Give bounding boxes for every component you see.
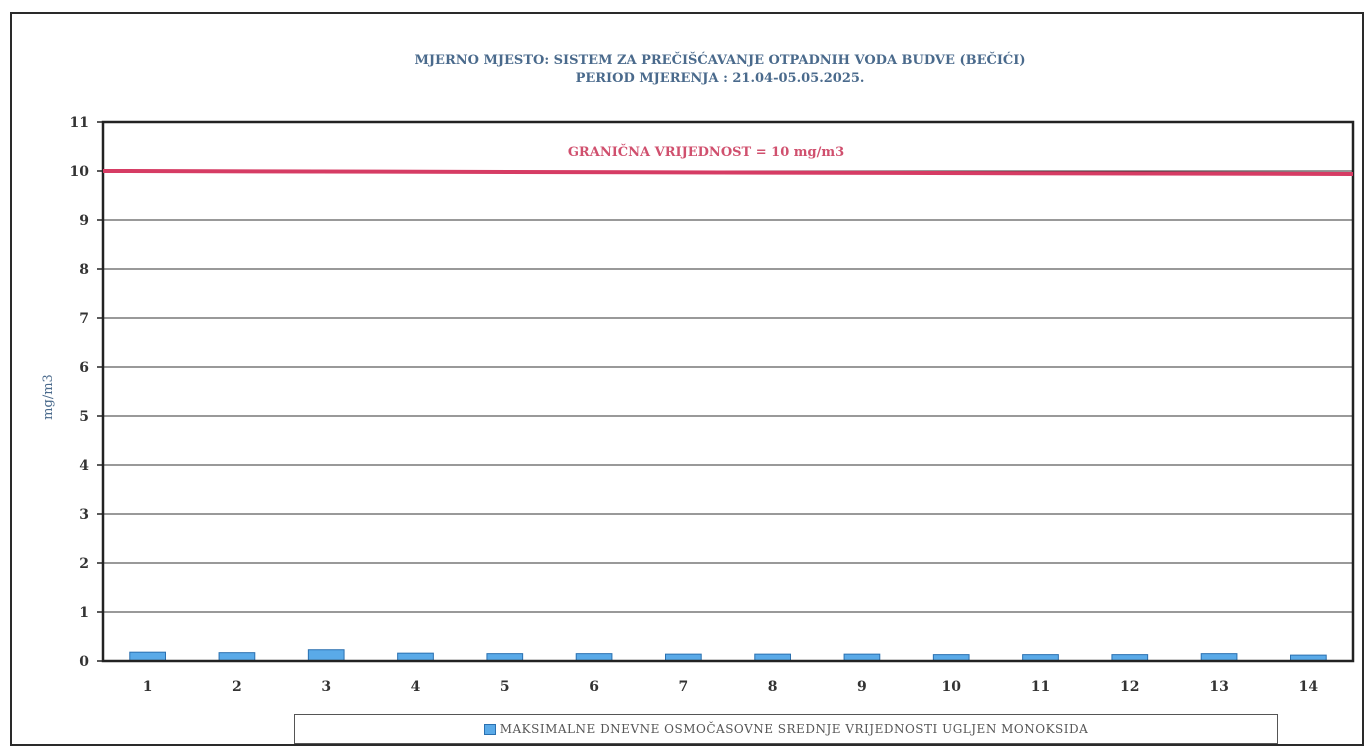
y-tick-labels: 0 1 2 3 4 5 6 7 8 9 10 11	[70, 115, 103, 670]
x-tick-label: 2	[232, 679, 242, 695]
x-tick-label: 3	[321, 679, 331, 695]
x-tick-label: 5	[500, 679, 510, 695]
x-tick-labels: 1 2 3 4 5 6 7 8 9 10 11 12 13 14	[143, 679, 1319, 695]
y-tick-label: 10	[70, 164, 90, 180]
plot-area-border	[101, 120, 1355, 663]
y-tick-label: 6	[79, 360, 89, 376]
chart-frame	[10, 12, 1364, 746]
chart-title: MJERNO MJESTO: SISTEM ZA PREČIŠĆAVANJE O…	[415, 51, 1026, 68]
y-tick-label: 8	[79, 262, 89, 278]
bar-3	[307, 649, 345, 662]
x-tick-label: 9	[857, 679, 867, 695]
x-tick-label: 4	[411, 679, 421, 695]
x-tick-label: 7	[678, 679, 688, 695]
bar-1	[129, 651, 167, 662]
legend-swatch	[483, 723, 496, 735]
legend: MAKSIMALNE DNEVNE OSMOČASOVNE SREDNJE VR…	[294, 714, 1278, 744]
x-tick-label: 1	[143, 679, 153, 695]
y-tick-label: 1	[79, 605, 89, 621]
bar-layer	[129, 649, 1327, 662]
limit-line	[102, 169, 1354, 176]
chart-subtitle: PERIOD MJERENJA : 21.04-05.05.2025.	[576, 71, 865, 86]
legend-label: MAKSIMALNE DNEVNE OSMOČASOVNE SREDNJE VR…	[499, 722, 1089, 736]
y-tick-label: 7	[79, 311, 89, 327]
x-tick-label: 14	[1299, 679, 1319, 695]
y-tick-label: 2	[79, 556, 89, 572]
grid-layer	[103, 170, 1353, 613]
x-tick-label: 13	[1209, 679, 1228, 695]
x-tick-label: 12	[1120, 679, 1139, 695]
x-tick-label: 11	[1031, 679, 1050, 695]
y-tick-label: 5	[79, 409, 89, 425]
x-tick-label: 10	[941, 679, 961, 695]
x-tick-label: 8	[768, 679, 778, 695]
y-tick-label: 11	[70, 115, 89, 131]
y-tick-label: 3	[79, 507, 89, 523]
y-tick-label: 0	[79, 654, 89, 670]
y-tick-label: 9	[79, 213, 89, 229]
y-tick-label: 4	[79, 458, 89, 474]
x-tick-label: 6	[589, 679, 599, 695]
limit-line-label: GRANIČNA VRIJEDNOST = 10 mg/m3	[568, 143, 844, 160]
y-axis-label: mg/m3	[41, 374, 56, 420]
